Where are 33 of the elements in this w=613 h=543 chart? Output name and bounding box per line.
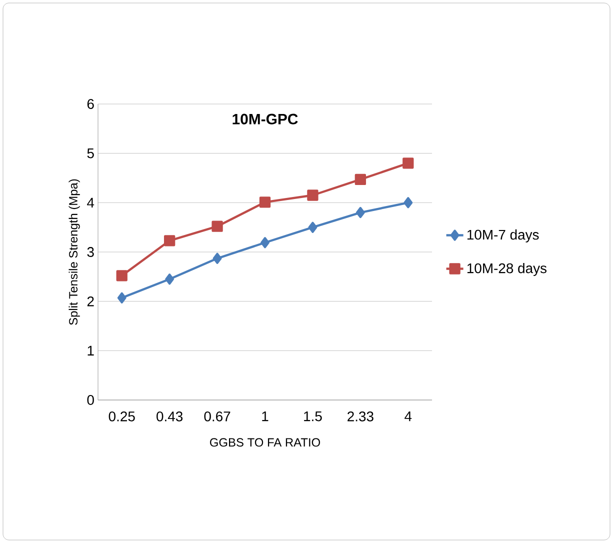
x-tick-label: 0.25 — [108, 411, 135, 422]
x-tick-label: 1 — [262, 411, 268, 422]
legend-label: 10M-7 days — [467, 229, 539, 242]
y-tick-label: 0 — [87, 395, 94, 405]
point — [116, 270, 128, 282]
point — [308, 222, 318, 233]
x-tick-label: 1.5 — [304, 411, 322, 422]
point — [402, 158, 414, 169]
y-tick-label: 2 — [87, 296, 94, 306]
text: 10M-GPC — [232, 114, 298, 124]
x-tick-label: 0.43 — [156, 411, 183, 422]
point — [354, 174, 366, 186]
y-tick-label: 4 — [87, 198, 94, 208]
x-axis-title: GGBS TO FA RATIO — [210, 438, 320, 447]
point — [404, 197, 413, 208]
point — [307, 190, 318, 201]
point — [117, 292, 126, 304]
point — [356, 206, 365, 218]
x-tick-label: 0.67 — [204, 411, 230, 422]
point — [260, 237, 270, 248]
y-tick-label: 5 — [87, 148, 94, 158]
y-tick-label: 3 — [87, 247, 94, 257]
y-tick-label: 1 — [88, 346, 94, 356]
point — [212, 252, 222, 264]
y-tick-label: 6 — [87, 99, 94, 109]
point — [165, 274, 174, 285]
point — [164, 235, 176, 246]
legend-label: 10M-28 days — [467, 262, 546, 276]
point — [259, 196, 271, 208]
y-axis-title: Split Tensile Strength (Mpa) — [68, 179, 80, 325]
x-tick-label: 4 — [404, 411, 412, 422]
x-tick-label: 2.33 — [348, 411, 374, 422]
point — [212, 220, 223, 232]
